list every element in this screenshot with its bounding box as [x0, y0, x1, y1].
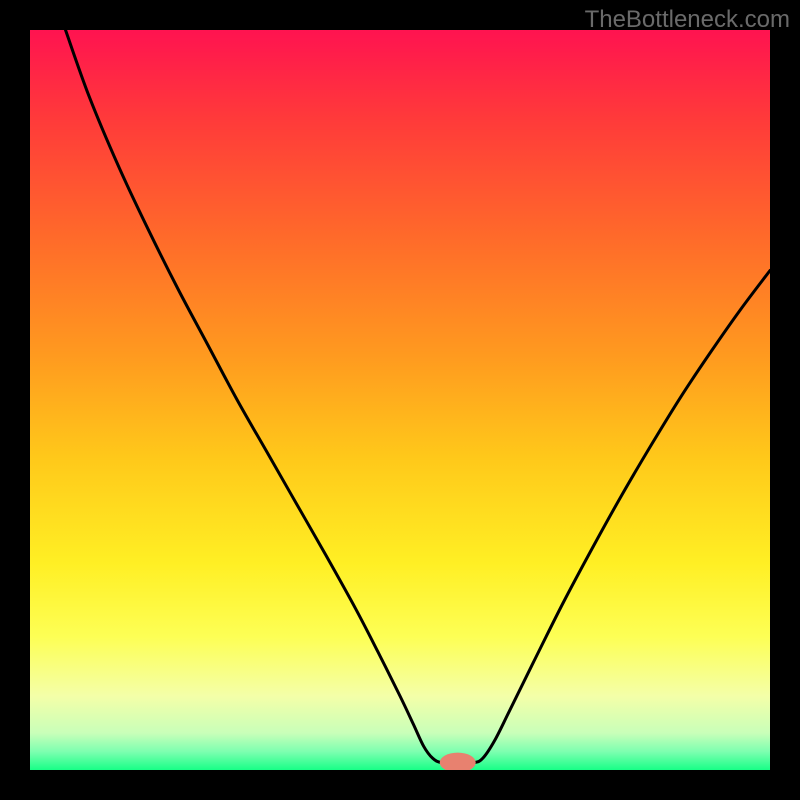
gradient-background — [30, 30, 770, 770]
plot-area — [30, 30, 770, 770]
chart-stage: TheBottleneck.com — [0, 0, 800, 800]
bottleneck-chart — [30, 30, 770, 770]
watermark-text: TheBottleneck.com — [585, 6, 790, 34]
